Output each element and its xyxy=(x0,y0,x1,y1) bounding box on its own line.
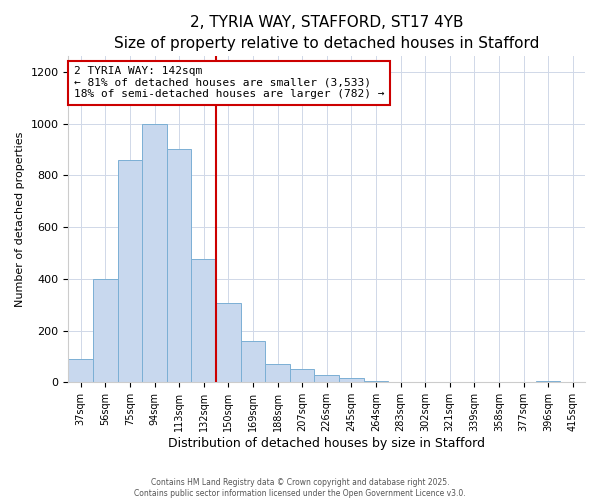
Bar xyxy=(364,381,388,382)
Bar xyxy=(191,260,216,382)
Bar xyxy=(536,381,560,382)
Bar xyxy=(142,124,167,382)
Bar xyxy=(265,364,290,382)
Title: 2, TYRIA WAY, STAFFORD, ST17 4YB
Size of property relative to detached houses in: 2, TYRIA WAY, STAFFORD, ST17 4YB Size of… xyxy=(114,15,539,51)
Text: Contains HM Land Registry data © Crown copyright and database right 2025.
Contai: Contains HM Land Registry data © Crown c… xyxy=(134,478,466,498)
Bar xyxy=(118,160,142,382)
Text: 2 TYRIA WAY: 142sqm
← 81% of detached houses are smaller (3,533)
18% of semi-det: 2 TYRIA WAY: 142sqm ← 81% of detached ho… xyxy=(74,66,384,100)
Bar xyxy=(93,279,118,382)
Bar xyxy=(290,370,314,382)
Bar xyxy=(167,150,191,382)
Bar xyxy=(314,374,339,382)
Bar xyxy=(68,359,93,382)
Bar xyxy=(241,341,265,382)
Bar xyxy=(216,304,241,382)
Bar xyxy=(339,378,364,382)
Y-axis label: Number of detached properties: Number of detached properties xyxy=(15,132,25,307)
X-axis label: Distribution of detached houses by size in Stafford: Distribution of detached houses by size … xyxy=(168,437,485,450)
